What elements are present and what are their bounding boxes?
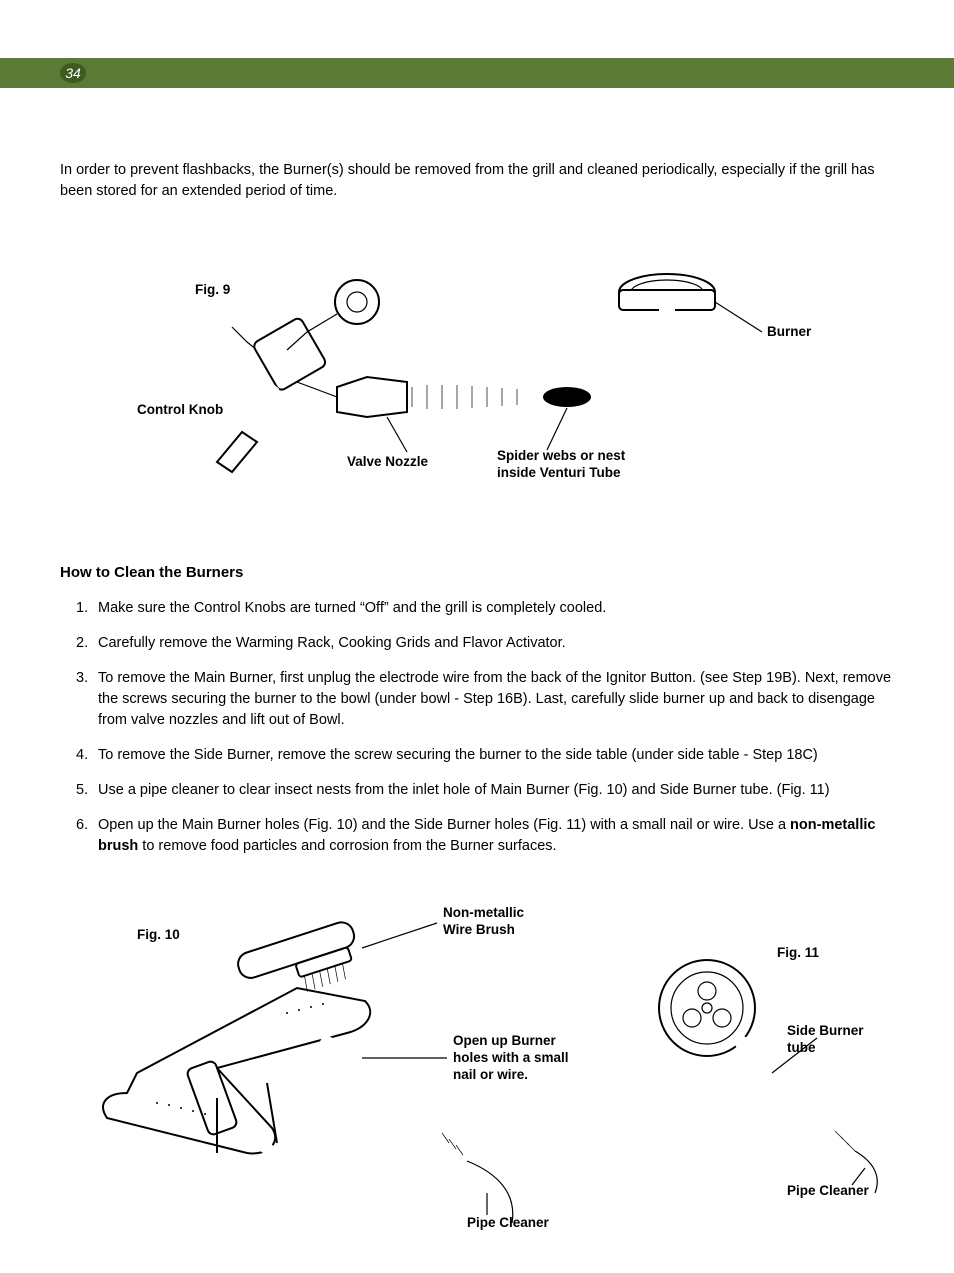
step-6-post: to remove food particles and corrosion f…: [138, 838, 556, 854]
step-4: To remove the Side Burner, remove the sc…: [76, 745, 894, 766]
fig10-label: Fig. 10: [137, 925, 180, 945]
step-2: Carefully remove the Warming Rack, Cooki…: [76, 633, 894, 654]
fig9-control-knob-label: Control Knob: [137, 402, 223, 419]
page: 34 In order to prevent flashbacks, the B…: [0, 58, 954, 1273]
figure-11-diagram: [597, 893, 897, 1233]
fig10-pipe-cleaner-label: Pipe Cleaner: [467, 1215, 549, 1232]
step-3: To remove the Main Burner, first unplug …: [76, 668, 894, 731]
fig10-open-holes-label: Open up Burner holes with a small nail o…: [453, 1033, 569, 1084]
header-bar: 34: [0, 58, 954, 88]
fig11-label: Fig. 11: [777, 943, 819, 963]
fig9-spider-label: Spider webs or nest inside Venturi Tube: [497, 448, 625, 482]
fig9-burner-label: Burner: [767, 324, 811, 341]
content-area: In order to prevent flashbacks, the Burn…: [0, 160, 954, 1233]
fig11-side-tube-label: Side Burner tube: [787, 1023, 887, 1057]
section-heading: How to Clean the Burners: [60, 562, 894, 584]
fig10-brush-label: Non-metallic Wire Brush: [443, 905, 524, 939]
figure-9-area: Fig. 9 Control Knob Valve Nozzle Spider …: [67, 232, 887, 512]
fig9-valve-nozzle-label: Valve Nozzle: [347, 454, 428, 471]
bottom-figures-area: Fig. 10 Non-metallic Wire Brush Open up …: [67, 893, 887, 1233]
step-1: Make sure the Control Knobs are turned “…: [76, 598, 894, 619]
fig11-pipe-cleaner-label: Pipe Cleaner: [787, 1183, 869, 1200]
step-6: Open up the Main Burner holes (Fig. 10) …: [76, 815, 894, 857]
page-number-badge: 34: [60, 63, 86, 83]
steps-list: Make sure the Control Knobs are turned “…: [60, 598, 894, 857]
figure-9-diagram: [67, 232, 887, 512]
step-5: Use a pipe cleaner to clear insect nests…: [76, 780, 894, 801]
step-6-pre: Open up the Main Burner holes (Fig. 10) …: [98, 817, 790, 833]
intro-paragraph: In order to prevent flashbacks, the Burn…: [60, 160, 894, 202]
fig9-label: Fig. 9: [195, 280, 230, 300]
